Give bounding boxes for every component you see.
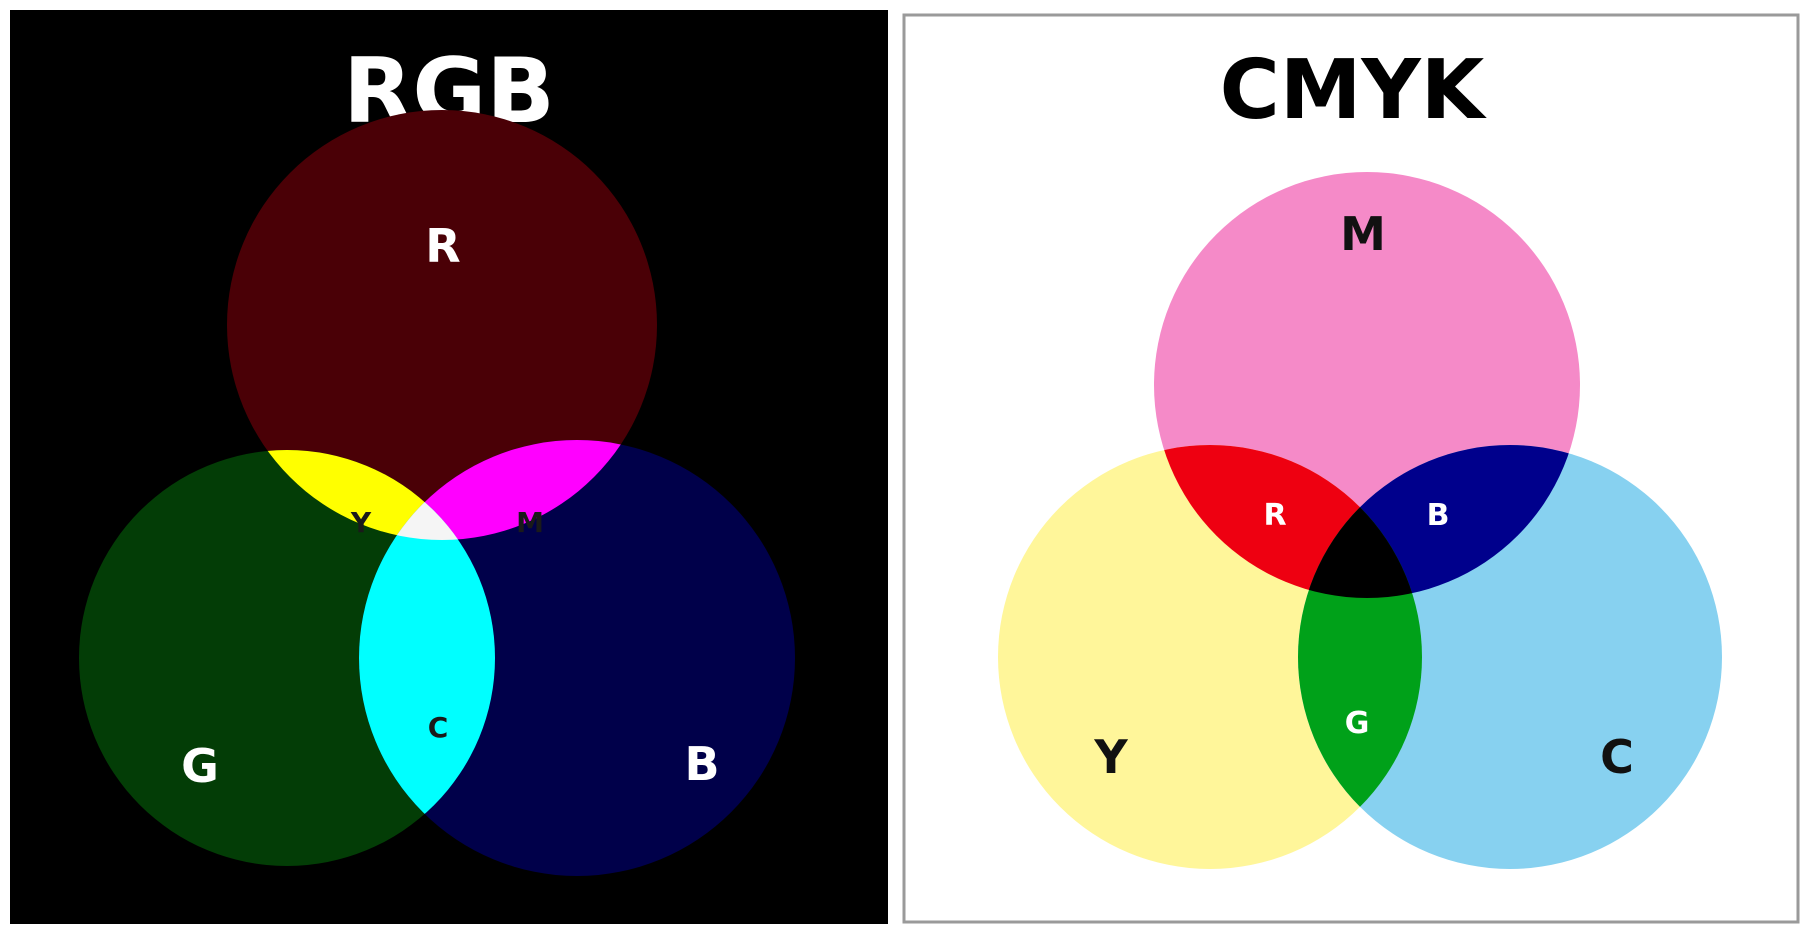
cmyk-cyan-label: C [1600,730,1634,784]
rgb-cyan-label: C [428,711,449,744]
cmyk-yellow-label: Y [1093,730,1128,784]
rgb-yellow-label: Y [350,506,372,539]
cmyk-red-label: R [1263,498,1286,533]
rgb-blue-label: B [684,737,719,791]
cmyk-magenta-label: M [1340,207,1386,261]
cmyk-panel: CMYK M Y C R B G [902,13,1800,924]
rgb-magenta-label: M [516,506,544,539]
rgb-red-label: R [425,219,460,273]
cmyk-green-label: G [1345,706,1370,741]
rgb-blue-circle [359,440,795,876]
rgb-red-circle [227,110,657,540]
cmyk-red-overlap [1154,445,1422,598]
rgb-panel: RGB R G B Y M C [10,10,888,924]
cmyk-blue-overlap [1298,445,1580,598]
rgb-green-label: G [181,739,219,793]
cmyk-title: CMYK [1220,43,1488,138]
cmyk-blue-label: B [1427,498,1450,533]
